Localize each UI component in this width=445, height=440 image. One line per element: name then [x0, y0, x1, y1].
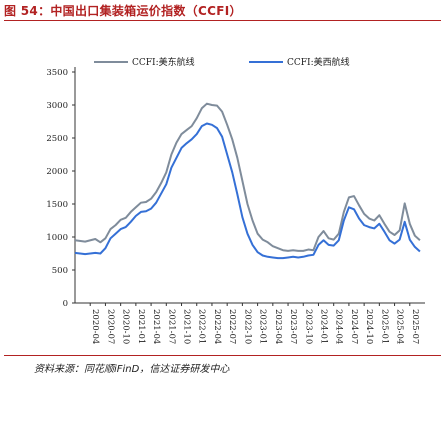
y-tick-label: 2500 — [46, 134, 68, 144]
y-axis: 0 500 1000 1500 2000 2500 3000 3500 — [46, 67, 76, 309]
y-tick-label: 2000 — [46, 167, 68, 177]
y-tick-label: 500 — [52, 266, 68, 276]
legend-label-2: CCFI:美西航线 — [287, 56, 350, 68]
x-tick-label: 2025-01 — [379, 309, 389, 344]
y-tick-label: 3500 — [46, 68, 68, 78]
x-tick-label: 2022-07 — [227, 309, 237, 344]
x-tick-label: 2021-01 — [136, 309, 146, 344]
x-tick-label: 2023-07 — [288, 309, 298, 344]
y-tick-label: 1000 — [46, 233, 68, 243]
x-tick-label: 2023-01 — [258, 309, 268, 344]
x-tick-label: 2025-04 — [395, 309, 405, 344]
source-note: 资料来源：同花顺iFinD，信达证券研发中心 — [34, 364, 230, 375]
x-axis: 2020-04 2020-07 2020-10 2021-01 2021-04 2021-… — [75, 302, 425, 344]
x-tick-label: 2023-10 — [303, 309, 313, 344]
x-tick-label: 2024-07 — [349, 309, 359, 344]
series-lines — [74, 102, 421, 260]
legend-label-1: CCFI:美东航线 — [132, 56, 195, 68]
y-tick-label: 3000 — [46, 101, 68, 111]
x-tick-label: 2021-10 — [182, 309, 192, 344]
x-tick-label: 2020-07 — [105, 309, 115, 344]
legend: CCFI:美东航线 CCFI:美西航线 — [94, 56, 350, 68]
x-tick-label: 2020-10 — [121, 309, 131, 344]
x-tick-label: 2022-01 — [197, 309, 207, 344]
x-tick-label: 2021-04 — [151, 309, 161, 344]
x-tick-label: 2024-04 — [334, 309, 344, 344]
y-tick-label: 0 — [63, 299, 68, 309]
figure-title: 图 54：中国出口集装箱运价指数（CCFI） — [4, 4, 242, 18]
figure-title-bar: 图 54：中国出口集装箱运价指数（CCFI） — [4, 2, 441, 21]
source-bar: 资料来源：同花顺iFinD，信达证券研发中心 — [4, 355, 441, 378]
x-tick-label: 2022-10 — [242, 309, 252, 344]
series-line-1 — [74, 102, 421, 252]
x-tick-label: 2020-04 — [90, 309, 100, 344]
x-tick-label: 2021-07 — [166, 309, 176, 344]
y-tick-label: 1500 — [46, 200, 68, 210]
x-tick-label: 2024-10 — [364, 309, 374, 344]
series-line-2 — [74, 122, 421, 260]
x-tick-label: 2024-01 — [318, 309, 328, 344]
x-tick-label: 2025-07 — [410, 309, 420, 344]
x-tick-label: 2022-04 — [212, 309, 222, 344]
x-tick-label: 2023-04 — [273, 309, 283, 344]
